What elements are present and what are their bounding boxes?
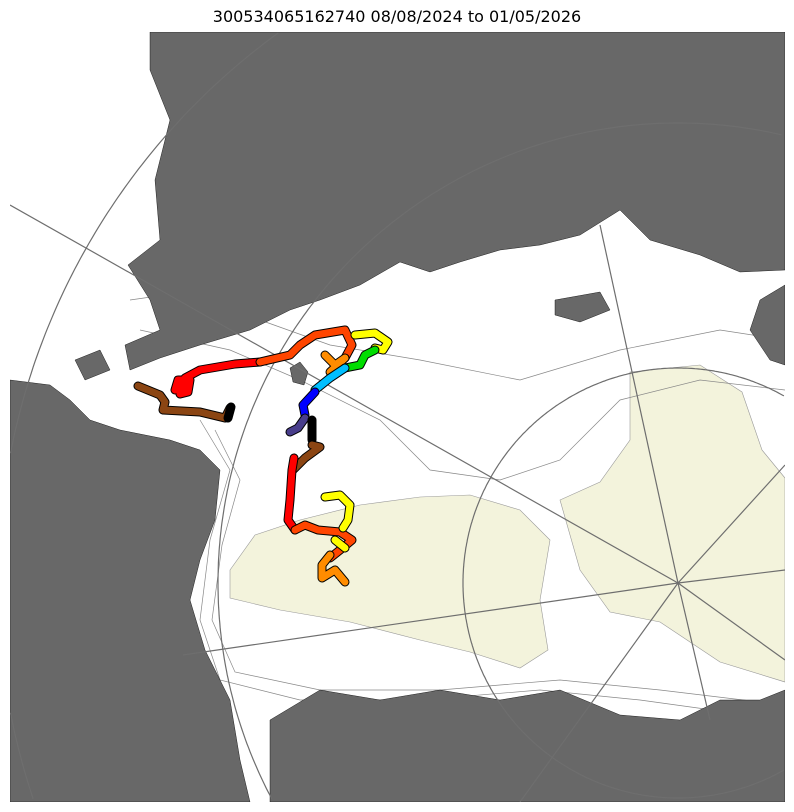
track-segment-8 [299, 388, 319, 419]
track-segment-12 [284, 454, 299, 534]
meridian-line-5 [677, 569, 785, 584]
meridian-line-3 [677, 582, 711, 721]
meridian-line-1 [599, 224, 679, 584]
island-2 [554, 291, 611, 323]
land-west [10, 379, 251, 802]
drift-track [133, 325, 393, 587]
track-segment-7 [311, 364, 349, 394]
track-segment-16 [318, 551, 349, 586]
latitude-circle-inner-arc-0 [462, 367, 785, 799]
meridian-line-2 [182, 582, 679, 656]
track-segment-14 [321, 491, 354, 532]
track-segment-9 [286, 414, 309, 436]
graticule [10, 32, 785, 802]
ice-region-west [229, 494, 551, 669]
track-segment-13 [291, 521, 356, 562]
track-segment-11 [289, 441, 324, 474]
drift-track-map [10, 32, 785, 802]
island-1 [289, 361, 309, 386]
meridian-line-0 [10, 204, 679, 584]
meridian-line-4 [677, 464, 785, 584]
track-segment-1 [224, 403, 235, 422]
track-segment-2 [171, 358, 264, 398]
contour-line-2 [199, 419, 785, 721]
ice-regions [229, 364, 785, 683]
map-title: 300534065162740 08/08/2024 to 01/05/2026 [212, 7, 582, 26]
island-3 [74, 349, 111, 381]
latitude-circle-middle-arc-0 [217, 122, 782, 800]
latitude-circle-outer-arc-1 [10, 32, 279, 454]
meridian-line-7 [677, 582, 785, 661]
latitude-circle-outer-arc-0 [10, 712, 34, 799]
contour-line-3 [211, 429, 785, 706]
track-segment-6 [341, 346, 379, 372]
land-north [124, 32, 785, 371]
track-segment-4 [321, 351, 349, 376]
track-segment-5 [351, 329, 392, 354]
land-east [749, 284, 785, 366]
meridian-line-6 [519, 582, 679, 802]
land-masses [10, 32, 785, 802]
track-segment-15 [331, 536, 349, 552]
land-south [269, 689, 785, 802]
track-segment-3 [256, 326, 356, 366]
ice-region-east [559, 364, 785, 683]
